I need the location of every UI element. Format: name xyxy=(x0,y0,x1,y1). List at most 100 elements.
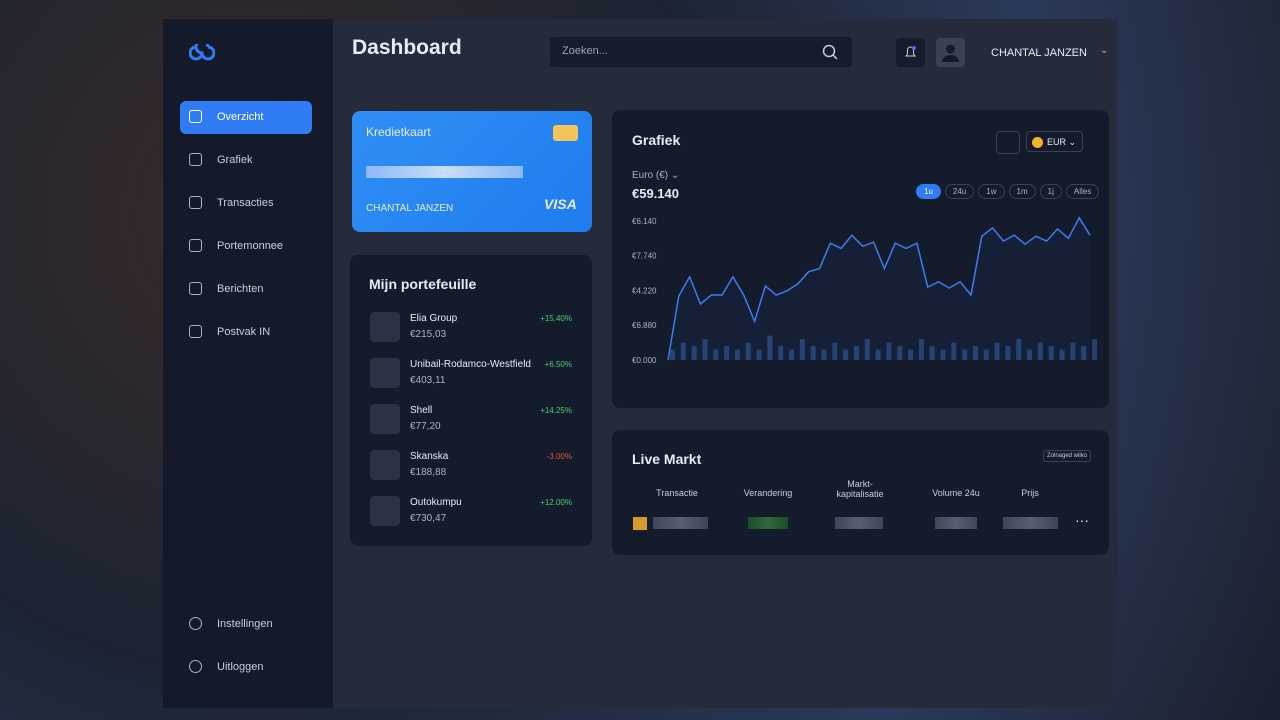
volume-bar xyxy=(843,349,849,360)
stock-price: €403,11 xyxy=(410,375,446,386)
stock-change: +12.00% xyxy=(540,498,572,507)
nav-label: Uitloggen xyxy=(217,661,264,673)
search-icon xyxy=(822,44,838,60)
stock-name: Outokumpu xyxy=(410,497,462,508)
unit: Euro (€) xyxy=(632,170,669,181)
stock-logo xyxy=(370,496,400,526)
notifications-button[interactable] xyxy=(896,38,925,67)
total: €59.140 xyxy=(632,186,679,201)
portfolio-panel: Mijn portefeuille Elia Group €215,03 +15.4… xyxy=(350,255,592,546)
volume-bar xyxy=(940,349,946,360)
nav-label: Berichten xyxy=(217,283,264,295)
volume-bar xyxy=(799,339,805,360)
credit-card: Kredietkaart CHANTAL JANZEN VISA xyxy=(352,111,592,232)
volume-bar xyxy=(734,349,740,360)
blurred-cell xyxy=(835,517,883,529)
column-header: Volume 24u xyxy=(932,488,980,498)
y-tick-label: €6.140 xyxy=(632,217,657,226)
currency-select[interactable]: EUR ⌄ xyxy=(1026,131,1083,152)
search-box[interactable]: Zoeken... xyxy=(550,37,852,67)
volume-bar xyxy=(929,346,935,360)
nav-label: Postvak IN xyxy=(217,326,271,338)
volume-bar xyxy=(962,349,968,360)
nav-item[interactable]: Portemonnee xyxy=(180,230,312,263)
card-number-blurred xyxy=(366,166,523,178)
avatar[interactable] xyxy=(936,38,965,67)
avatar-icon xyxy=(942,44,959,62)
range-tab[interactable]: 1j xyxy=(1039,184,1062,199)
nav-icon xyxy=(189,325,202,338)
blurred-cell xyxy=(653,517,708,529)
market-title: Live Markt xyxy=(632,451,702,467)
nav-label: Instellingen xyxy=(217,618,273,630)
stock-change: +6.50% xyxy=(544,360,572,369)
card-title: Kredietkaart xyxy=(366,125,431,139)
range-tab[interactable]: 1m xyxy=(1008,184,1036,199)
nav-item[interactable]: Berichten xyxy=(180,273,312,306)
search-placeholder: Zoeken... xyxy=(562,45,608,57)
stock-price: €188,88 xyxy=(410,467,447,478)
volume-bar xyxy=(789,349,795,360)
nav-icon xyxy=(189,239,202,252)
blurred-cell xyxy=(1003,517,1058,529)
nav-icon xyxy=(189,282,202,295)
chart-title: Grafiek xyxy=(632,132,681,148)
column-header: Transactie xyxy=(656,488,698,498)
nav-item[interactable]: Grafiek xyxy=(180,144,312,177)
column-header: Prijs xyxy=(1021,488,1039,498)
volume-bar xyxy=(778,346,784,360)
range-tab[interactable]: 1w xyxy=(978,184,1005,199)
stock-logo xyxy=(370,358,400,388)
settings-toggle[interactable] xyxy=(996,131,1020,154)
volume-bar xyxy=(1048,346,1054,360)
nav-icon xyxy=(189,660,202,673)
volume-bar xyxy=(724,346,730,360)
volume-bar xyxy=(767,335,773,360)
range-tab[interactable]: 24u xyxy=(944,184,975,199)
market-panel: Live Markt Zolnaged wiiko Transactie Vera… xyxy=(612,430,1109,555)
nav-item[interactable]: Transacties xyxy=(180,187,312,220)
column-header: Verandering xyxy=(743,488,793,498)
volume-bar xyxy=(897,346,903,360)
currency: EUR xyxy=(1047,137,1067,147)
row-menu[interactable]: ··· xyxy=(1075,512,1089,528)
volume-bar xyxy=(756,349,762,360)
nav-item[interactable]: Overzicht xyxy=(180,101,312,134)
nav-label: Portemonnee xyxy=(217,240,284,252)
y-tick-label: €7.740 xyxy=(632,252,657,261)
nav-icon xyxy=(189,196,202,209)
line-chart: €6.140 €7.740 €4.220 €6.880 €0.000 xyxy=(632,216,1097,365)
nav-item[interactable]: Instellingen xyxy=(180,608,312,641)
stock-logo xyxy=(370,450,400,480)
stock-logo xyxy=(370,404,400,434)
volume-bar xyxy=(908,349,914,360)
unit-select[interactable]: Euro (€) ⌄ xyxy=(632,170,680,181)
area xyxy=(668,217,1090,360)
volume-bar xyxy=(680,342,686,360)
market-filter[interactable]: Zolnaged wiiko xyxy=(1043,450,1091,462)
card-holder: CHANTAL JANZEN xyxy=(366,203,454,214)
card-chip xyxy=(553,125,578,141)
y-tick-label: €6.880 xyxy=(632,321,657,330)
stock-name: Elia Group xyxy=(410,313,458,324)
volume-bar xyxy=(983,349,989,360)
nav-icon xyxy=(189,110,202,123)
volume-bar xyxy=(810,346,816,360)
nav-item[interactable]: Postvak IN xyxy=(180,316,312,349)
y-tick-label: €4.220 xyxy=(632,286,657,295)
stock-price: €730,47 xyxy=(410,513,447,524)
user-name[interactable]: CHANTAL JANZEN xyxy=(991,47,1087,59)
range-tab[interactable]: 1u xyxy=(916,184,941,199)
volume-bar xyxy=(832,342,838,360)
user-menu-caret[interactable]: ⌄ xyxy=(1100,45,1109,56)
volume-bar xyxy=(713,349,719,360)
stock-price: €77,20 xyxy=(410,421,441,432)
stock-change: +15.40% xyxy=(540,314,572,323)
volume-bar xyxy=(702,339,708,360)
volume-bar xyxy=(821,349,827,360)
volume-bar xyxy=(951,342,957,360)
logo xyxy=(189,44,215,61)
nav-item[interactable]: Uitloggen xyxy=(180,651,312,684)
range-tab[interactable]: Alles xyxy=(1065,184,1100,199)
